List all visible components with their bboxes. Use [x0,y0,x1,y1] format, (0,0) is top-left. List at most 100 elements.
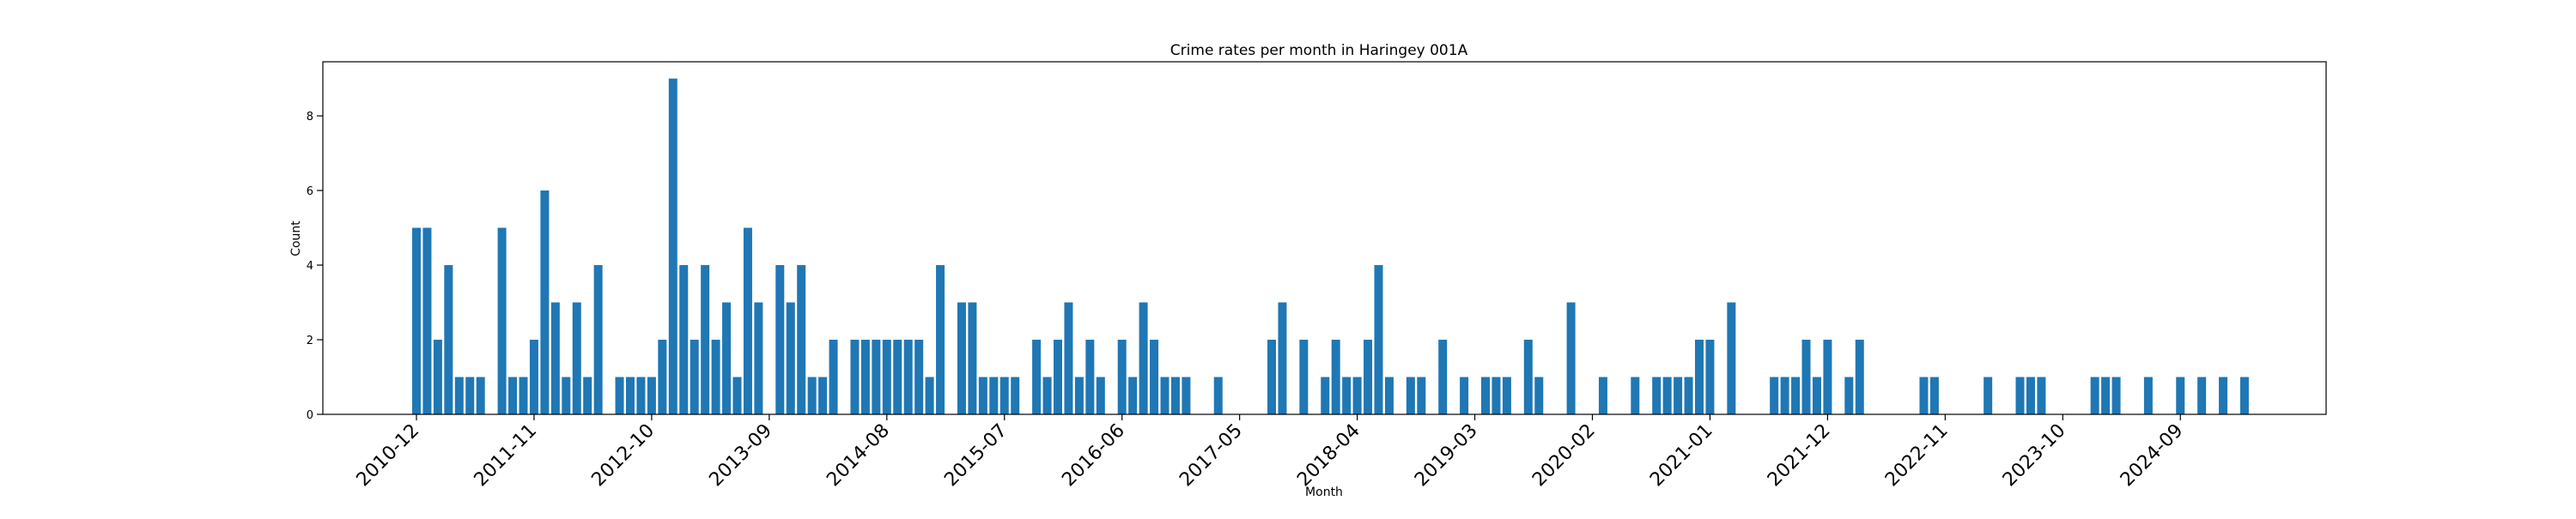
bar [1150,340,1159,414]
bar [1299,340,1309,414]
y-tick-label: 6 [307,185,313,198]
bar [903,340,913,414]
bar [1042,377,1052,414]
bar [1823,340,1832,414]
y-axis-label: Count [289,220,303,256]
bar [860,340,870,414]
y-axis: 0 2 4 6 8 [307,111,323,422]
bar [572,302,581,414]
bar [1460,377,1469,414]
bar [679,265,689,414]
bar [690,340,699,414]
bar [989,377,999,414]
bar [422,227,432,414]
bar [1438,340,1448,414]
bar [668,78,677,414]
bar [1812,377,1821,414]
bar [1074,377,1084,414]
x-tick-label: 2024-09 [2117,420,2188,492]
bar [1160,377,1170,414]
bar [593,265,603,414]
bar [829,340,838,414]
bar [1096,377,1105,414]
bar [2026,377,2035,414]
bar [2037,377,2046,414]
bar [615,377,624,414]
bar [1417,377,1426,414]
x-axis: 2010-12 2011-11 2012-10 2013-09 2014-08 2015-… [353,414,2188,492]
bar [1117,340,1127,414]
bar [1406,377,1415,414]
bar [2197,377,2207,414]
x-tick-label: 2012-10 [587,420,659,492]
bar [999,377,1009,414]
bar [1064,302,1073,414]
bar [454,377,464,414]
bar [658,340,667,414]
bar [1182,377,1191,414]
bar [722,302,732,414]
bar [647,377,656,414]
x-tick-label: 2019-03 [1411,420,1482,492]
x-tick-label: 2021-01 [1646,420,1717,492]
bar [872,340,881,414]
bar [914,340,924,414]
bar [1278,302,1287,414]
bar [1331,340,1340,414]
bar [1492,377,1501,414]
bar [775,265,785,414]
bar [540,190,550,415]
bar [626,377,635,414]
x-tick-label: 2018-04 [1293,420,1364,492]
bar [978,377,987,414]
x-tick-label: 2014-08 [823,420,894,492]
bar [850,340,860,414]
bar [1267,340,1276,414]
bar [2239,377,2249,414]
bar [2219,377,2228,414]
bar [1652,377,1662,414]
bar [1727,302,1736,414]
bar [1566,302,1576,414]
bar [957,302,966,414]
bar [925,377,934,414]
bar [1674,377,1683,414]
bar [550,302,560,414]
y-tick-label: 2 [307,335,313,347]
bar [636,377,646,414]
chart-title: Crime rates per month in Haringey 001A [1170,42,1468,59]
bar [1780,377,1789,414]
bar [1364,340,1373,414]
bar [2090,377,2099,414]
bar [1984,377,1993,414]
bar [1695,340,1704,414]
bar [2143,377,2153,414]
bar [743,227,752,414]
bar [562,377,571,414]
bar [701,265,710,414]
x-tick-label: 2022-11 [1881,420,1953,492]
bar [2015,377,2025,414]
x-tick-label: 2017-05 [1176,420,1247,492]
x-axis-label: Month [1305,486,1343,499]
x-tick-label: 2016-06 [1058,420,1129,492]
y-tick-label: 0 [307,409,313,422]
bar [1662,377,1672,414]
bar [893,340,902,414]
bar [797,265,806,414]
bar [1855,340,1864,414]
bar [1481,377,1490,414]
x-tick-label: 2023-10 [1999,420,2070,492]
plot-frame [322,61,2327,415]
bar [1384,377,1394,414]
bar [818,377,828,414]
bar [412,227,421,414]
bar [2101,377,2111,414]
bar [497,227,507,414]
bar [1170,377,1180,414]
bar [786,302,795,414]
bar [1085,340,1095,414]
x-tick-label: 2013-09 [705,420,776,492]
